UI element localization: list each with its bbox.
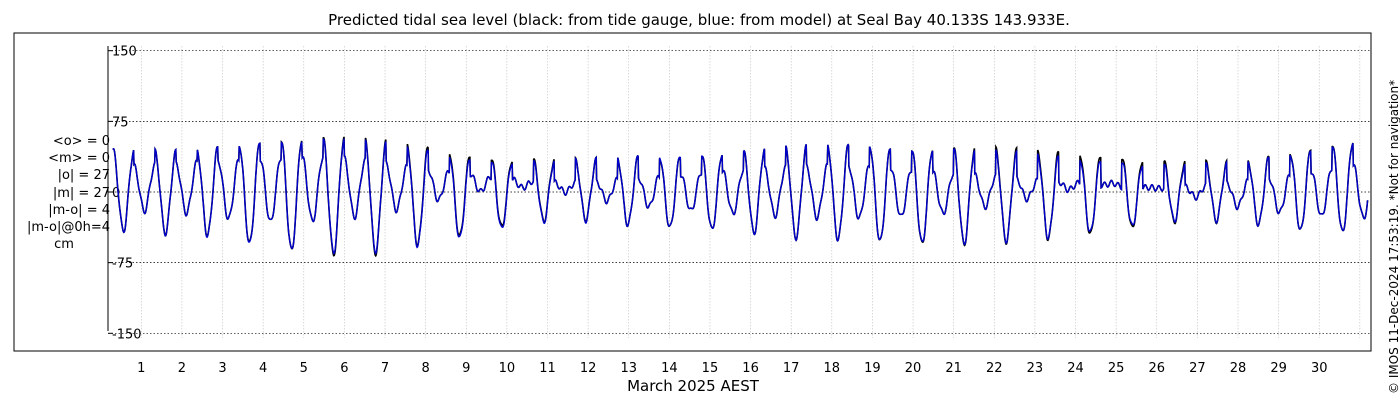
y-tick-label: 75 xyxy=(112,115,129,130)
stats-panel: <o> = 0 <m> = 0 |o| = 27 |m| = 27 |m-o| … xyxy=(18,133,110,253)
x-tick-label: 2 xyxy=(178,361,186,376)
x-tick-label: 3 xyxy=(218,361,226,376)
x-tick-labels: 1 2 3 4 5 6 7 8 9 10 11 12 13 14 15 16 17 18 19 20 21 22 23 24 2… xyxy=(137,361,1327,376)
stat-abs-model: |m| = 27 xyxy=(52,185,110,201)
x-tick-label: 10 xyxy=(499,361,516,376)
x-tick-label: 28 xyxy=(1230,361,1247,376)
x-tick-label: 7 xyxy=(381,361,389,376)
x-tick-label: 17 xyxy=(783,361,800,376)
x-tick-label: 13 xyxy=(620,361,637,376)
x-tick-label: 8 xyxy=(421,361,429,376)
x-tick-label: 1 xyxy=(137,361,145,376)
x-tick-label: 6 xyxy=(340,361,348,376)
x-tick-label: 14 xyxy=(661,361,678,376)
y-tick-label: -75 xyxy=(112,257,133,272)
stat-unit: cm xyxy=(54,237,74,253)
y-tick-label: 150 xyxy=(112,45,137,60)
x-tick-label: 16 xyxy=(742,361,759,376)
x-tick-label: 15 xyxy=(702,361,719,376)
x-tick-label: 11 xyxy=(539,361,556,376)
x-tick-label: 9 xyxy=(462,361,470,376)
x-tick-label: 4 xyxy=(259,361,267,376)
x-tick-label: 18 xyxy=(824,361,841,376)
series-layer xyxy=(112,136,1369,258)
x-tick-label: 19 xyxy=(864,361,881,376)
stat-abs-observed: |o| = 27 xyxy=(57,168,110,184)
x-tick-label: 30 xyxy=(1311,361,1328,376)
x-grid xyxy=(141,46,1361,338)
credit-text: © IMOS 11-Dec-2024 17:53:19. *Not for na… xyxy=(1387,79,1400,394)
x-tick-label: 24 xyxy=(1067,361,1084,376)
stat-abs-diff: |m-o| = 4 xyxy=(48,202,110,218)
stat-mean-observed: <o> = 0 xyxy=(52,134,110,149)
x-tick-label: 27 xyxy=(1189,361,1206,376)
outer-frame xyxy=(13,32,1372,352)
y-tick-label: 0 xyxy=(112,186,120,201)
x-tick-label: 12 xyxy=(580,361,597,376)
x-tick-label: 29 xyxy=(1270,361,1287,376)
y-grid xyxy=(108,50,1370,334)
x-tick-label: 5 xyxy=(300,361,308,376)
x-tick-label: 25 xyxy=(1108,361,1125,376)
y-tick-label: -150 xyxy=(112,327,142,342)
y-tick-labels: 150 75 0 -75 -150 xyxy=(112,45,142,343)
x-tick-label: 21 xyxy=(945,361,962,376)
stat-mean-model: <m> = 0 xyxy=(48,151,110,167)
x-tick-label: 23 xyxy=(1027,361,1044,376)
chart-title: Predicted tidal sea level (black: from t… xyxy=(328,11,1070,29)
x-tick-label: 22 xyxy=(986,361,1003,376)
x-tick-label: 26 xyxy=(1148,361,1165,376)
series-line-model xyxy=(112,138,1369,255)
x-tick-label: 20 xyxy=(905,361,922,376)
x-axis-label: March 2025 AEST xyxy=(627,377,760,395)
stat-abs-diff-0h: |m-o|@0h=4 xyxy=(27,220,110,236)
